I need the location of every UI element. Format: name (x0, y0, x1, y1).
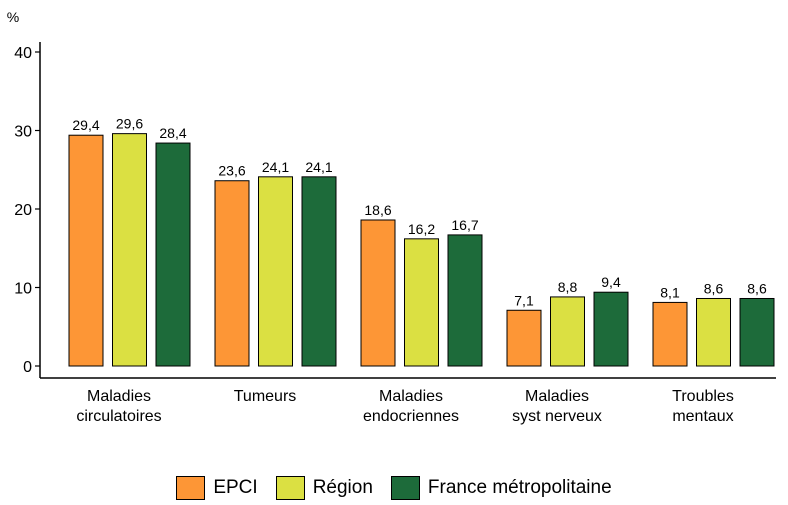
bar-france (301, 176, 337, 367)
legend-swatch-region (275, 476, 305, 500)
x-category-label: endocriennes (363, 408, 459, 425)
bar-epci (652, 301, 688, 367)
bar-value-label: 29,6 (116, 116, 143, 132)
legend-item-france: France métropolitaine (390, 476, 612, 500)
y-tick-label: 40 (14, 45, 32, 62)
bar-value-label: 8,6 (704, 280, 724, 296)
bar-region (696, 297, 731, 367)
x-category-label: syst nerveux (512, 408, 602, 425)
bar-value-label: 7,1 (514, 292, 534, 308)
bar-epci (506, 309, 542, 367)
bar-france (739, 297, 775, 367)
legend-label-epci: EPCI (213, 477, 258, 498)
x-category-label: Troubles (672, 388, 734, 405)
x-category-label: circulatoires (76, 408, 161, 425)
bar-value-label: 16,7 (451, 217, 478, 233)
y-tick-label: 20 (14, 202, 32, 219)
y-tick-label: 30 (14, 124, 32, 141)
legend-label-region: Région (312, 477, 373, 498)
bar-france (155, 142, 191, 367)
bar-value-label: 18,6 (364, 202, 391, 218)
bar-region (258, 176, 293, 367)
bar-france (593, 291, 629, 367)
bar-value-label: 28,4 (159, 125, 186, 141)
x-category-label: Maladies (379, 388, 443, 405)
legend-item-region: Région (275, 476, 373, 500)
legend-item-epci: EPCI (176, 476, 258, 500)
bar-value-label: 23,6 (218, 163, 245, 179)
x-category-label: Maladies (87, 388, 151, 405)
x-category-label: mentaux (672, 408, 733, 425)
bar-value-label: 8,6 (747, 280, 767, 296)
y-unit-label: % (7, 9, 19, 25)
bar-value-label: 9,4 (601, 274, 621, 290)
bar-epci (214, 180, 250, 367)
legend: EPCI Région France métropolitaine (0, 476, 788, 500)
legend-swatch-france (390, 476, 420, 500)
bar-region (112, 133, 147, 367)
y-tick-label: 10 (14, 281, 32, 298)
bar-value-label: 24,1 (305, 159, 332, 175)
bar-value-label: 24,1 (262, 159, 289, 175)
bar-chart: % 0 10 20 30 40 29,4 29,6 28,4 Maladies circulatoi… (7, 9, 776, 425)
bar-epci (360, 219, 396, 367)
bar-region (550, 296, 585, 367)
x-category-label: Maladies (525, 388, 589, 405)
bar-value-label: 16,2 (408, 221, 435, 237)
bar-epci (68, 134, 104, 367)
x-category-label: Tumeurs (234, 388, 297, 405)
bar-france (447, 234, 483, 367)
legend-label-france: France métropolitaine (427, 477, 612, 498)
legend-swatch-epci (176, 476, 206, 500)
bar-value-label: 8,8 (558, 279, 578, 295)
bar-region (404, 238, 439, 367)
bar-value-label: 29,4 (72, 117, 99, 133)
bar-value-label: 8,1 (660, 284, 680, 300)
y-tick-label: 0 (23, 359, 32, 376)
